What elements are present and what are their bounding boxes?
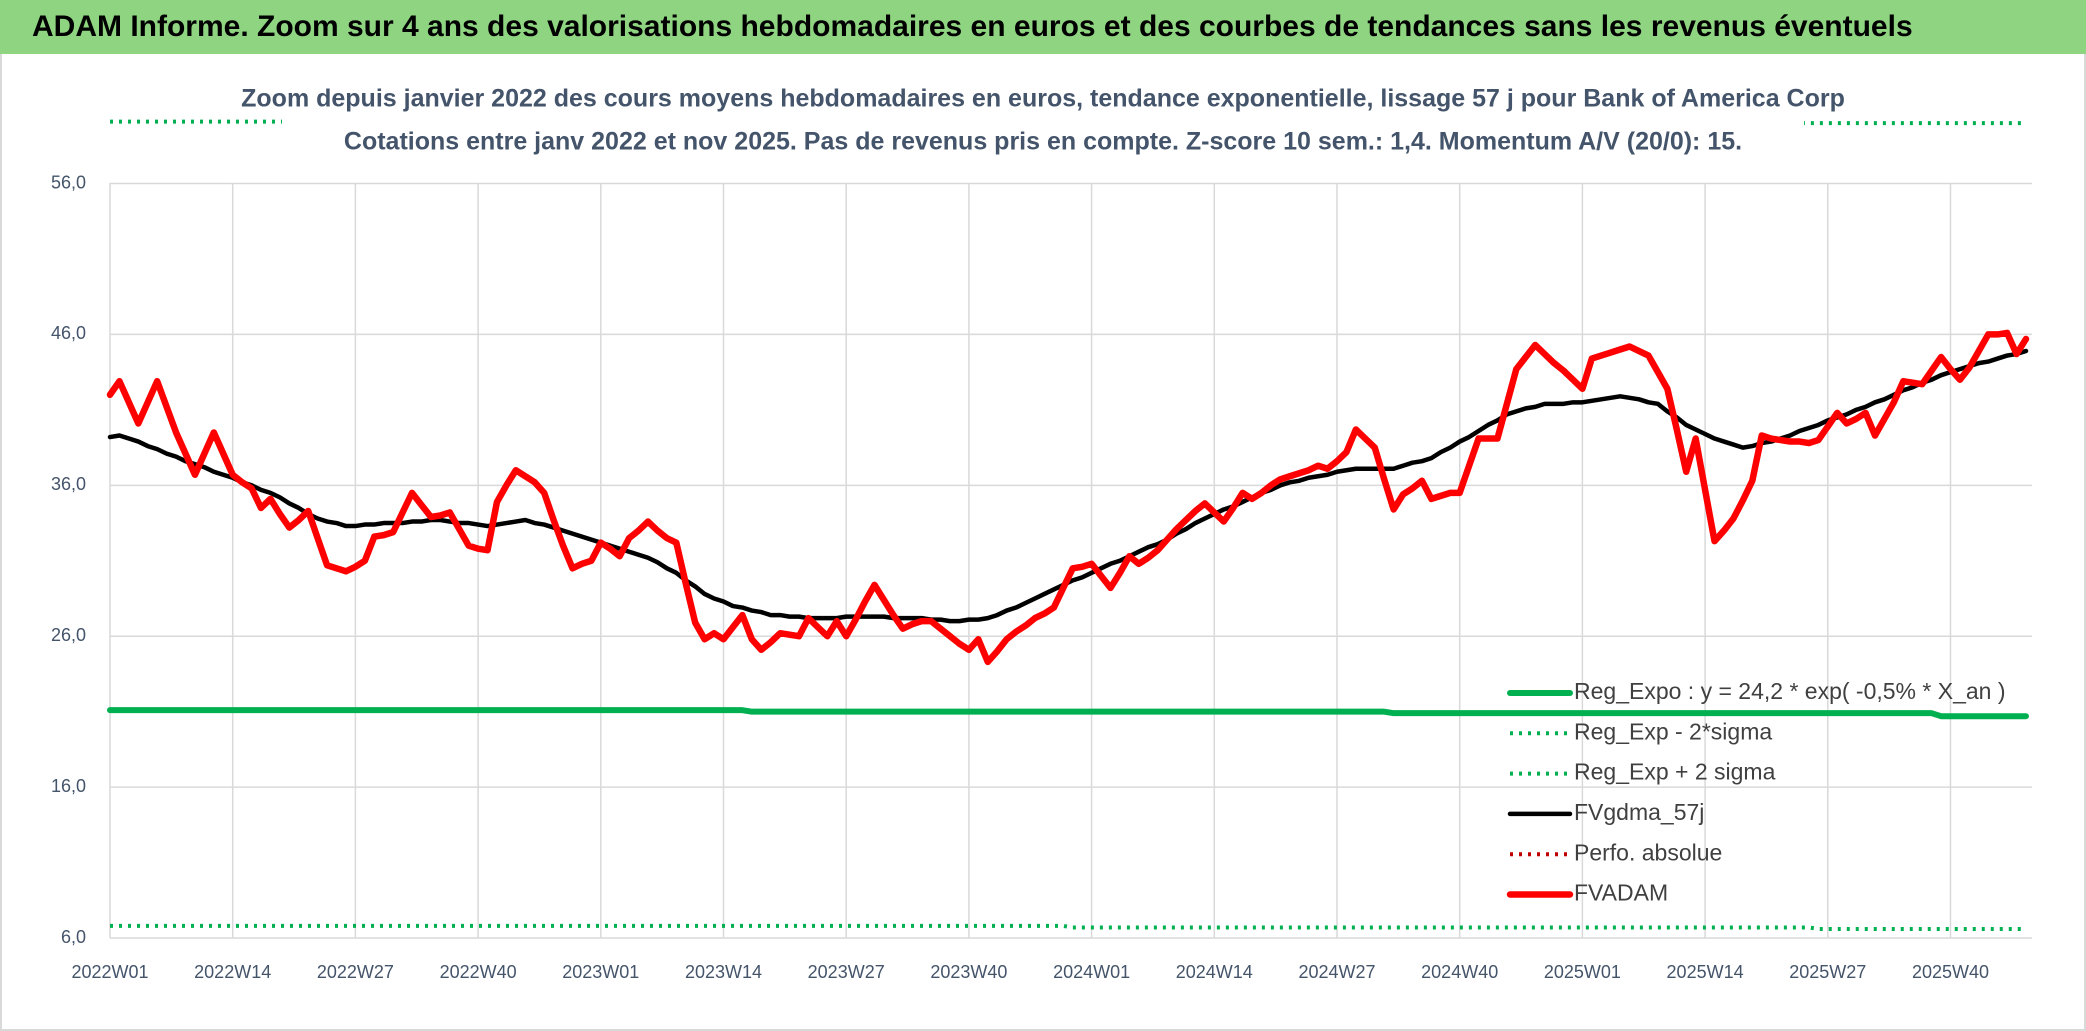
- title-background: [282, 78, 1804, 168]
- x-tick-label: 2025W40: [1912, 962, 1989, 982]
- x-tick-label: 2022W14: [194, 962, 271, 982]
- x-tick-label: 2023W27: [808, 962, 885, 982]
- x-tick-label: 2022W01: [71, 962, 148, 982]
- x-tick-label: 2024W27: [1298, 962, 1375, 982]
- x-tick-label: 2023W40: [930, 962, 1007, 982]
- legend-label: FVADAM: [1574, 880, 1668, 906]
- y-tick-label: 56,0: [51, 172, 86, 192]
- legend-label: Reg_Expo : y = 24,2 * exp( -0,5% * X_an …: [1574, 678, 2006, 704]
- legend-label: Perfo. absolue: [1574, 839, 1722, 865]
- y-tick-label: 36,0: [51, 474, 86, 494]
- x-tick-label: 2022W27: [317, 962, 394, 982]
- y-tick-label: 16,0: [51, 776, 86, 796]
- y-tick-label: 26,0: [51, 625, 86, 645]
- x-tick-label: 2024W01: [1053, 962, 1130, 982]
- legend-label: FVgdma_57j: [1574, 799, 1704, 825]
- x-tick-label: 2025W27: [1789, 962, 1866, 982]
- plot-area: [106, 119, 2030, 931]
- x-tick-label: 2025W14: [1667, 962, 1744, 982]
- legend-label: Reg_Exp + 2 sigma: [1574, 759, 1776, 785]
- x-tick-label: 2025W01: [1544, 962, 1621, 982]
- header-banner: [0, 0, 2086, 54]
- header-text: ADAM Informe. Zoom sur 4 ans des valoris…: [32, 10, 1913, 43]
- x-tick-label: 2024W14: [1176, 962, 1253, 982]
- x-tick-label: 2023W14: [685, 962, 762, 982]
- legend-label: Reg_Exp - 2*sigma: [1574, 718, 1772, 744]
- chart-title: Zoom depuis janvier 2022 des cours moyen…: [241, 85, 1845, 113]
- chart-subtitle: Cotations entre janv 2022 et nov 2025. P…: [344, 128, 1742, 156]
- x-tick-label: 2023W01: [562, 962, 639, 982]
- grid: 6,0 16,0 26,0 36,0 46,0 56,0 2022W01 2022W14 202…: [51, 172, 2032, 982]
- series-line: [106, 329, 2030, 666]
- series-line: [107, 707, 2029, 720]
- x-tick-label: 2024W40: [1421, 962, 1498, 982]
- x-tick-label: 2022W40: [440, 962, 517, 982]
- legend: Reg_Expo : y = 24,2 * exp( -0,5% * X_an …: [1506, 678, 2006, 906]
- y-tick-label: 6,0: [61, 927, 86, 947]
- y-tick-label: 46,0: [51, 323, 86, 343]
- chart-titles: Zoom depuis janvier 2022 des cours moyen…: [241, 78, 1845, 168]
